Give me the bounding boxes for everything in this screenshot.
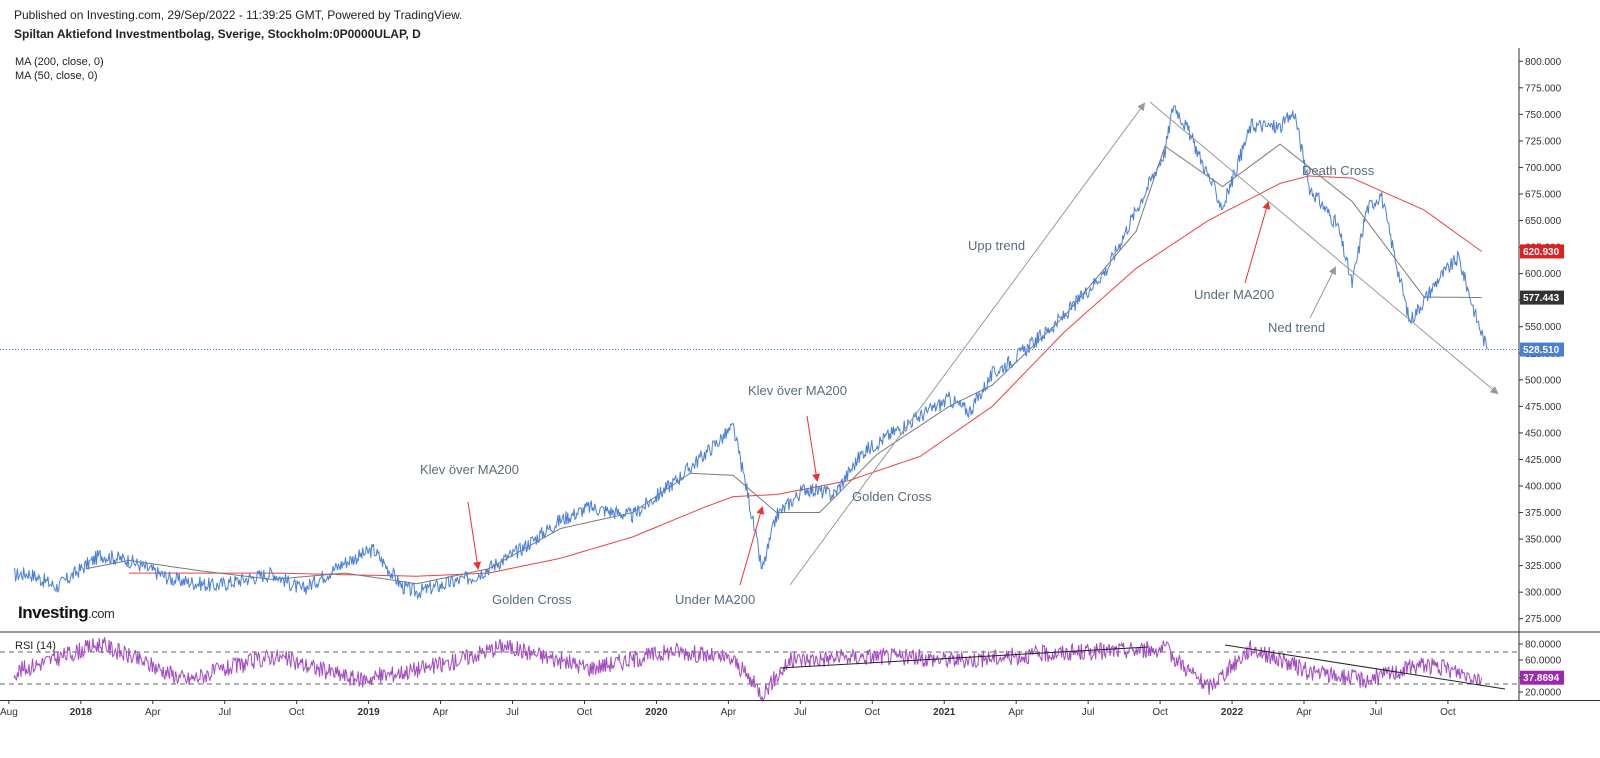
time-tick-label: Aug [0,707,18,718]
annotation-label: Klev över MA200 [748,383,847,398]
ma200-badge: 620.930 [1523,247,1560,258]
annotation-label: Klev över MA200 [420,462,519,477]
price-tick-label: 800.000 [1525,57,1562,68]
time-tick-label: 2022 [1221,707,1244,718]
ma50-badge: 577.443 [1523,293,1560,304]
time-tick-label: Apr [721,707,737,718]
time-tick-label: 2020 [645,707,668,718]
rsi-trend-up [779,646,1149,669]
annotation-label: Under MA200 [1194,287,1274,302]
time-tick-label: Oct [289,707,305,718]
annotation-label: Death Cross [1302,163,1375,178]
time-tick-label: Apr [1008,707,1024,718]
rsi-badge: 37.8694 [1523,673,1560,684]
investing-logo: Investing.com [18,603,115,622]
time-tick-label: Apr [433,707,449,718]
price-tick-label: 275.000 [1525,614,1562,625]
time-tick-label: Oct [865,707,881,718]
ma200-badge-bg [1520,244,1564,259]
annotation-label: Under MA200 [675,592,755,607]
rsi-legend: RSI (14) [15,640,56,652]
time-tick-label: Oct [577,707,593,718]
ma50-badge-bg [1520,290,1564,305]
time-tick-label: Jul [218,707,231,718]
time-tick-label: Jul [506,707,519,718]
time-tick-label: Jul [794,707,807,718]
price-tick-label: 500.000 [1525,375,1562,386]
rsi-badge-bg [1520,670,1564,685]
annotation-label: Ned trend [1268,320,1325,335]
ma50-legend: MA (50, close, 0) [15,70,98,82]
arrow-under-1 [739,506,765,586]
time-tick-label: Apr [145,707,161,718]
price-tick-label: 400.000 [1525,482,1562,493]
price-tick-label: 650.000 [1525,216,1562,227]
price-tick-label: 725.000 [1525,136,1562,147]
time-tick-label: 2018 [70,707,93,718]
price-line [13,105,1488,601]
time-tick-label: 2019 [358,707,381,718]
annotation-layer: Upp trend Death Cross Under MA200 Ned trend… [420,101,1506,690]
price-tick-label: 600.000 [1525,269,1562,280]
arrow-klev-1 [467,501,482,570]
price-tick-label: 550.000 [1525,322,1562,333]
time-tick-label: Apr [1296,707,1312,718]
price-tick-label: 350.000 [1525,535,1562,546]
price-tick-label: 750.000 [1525,110,1562,121]
time-tick-label: 2021 [933,707,956,718]
ma200-line [128,175,1482,577]
uptrend-line [789,102,1146,586]
price-tick-label: 425.000 [1525,455,1562,466]
arrow-ned-trend [1309,266,1336,319]
price-tick-label: 300.000 [1525,588,1562,599]
ma50-line [85,143,1482,585]
rsi-tick-label: 80.0000 [1525,640,1562,651]
series-layer [13,105,1488,703]
rsi-tick-label: 20.0000 [1525,688,1562,699]
time-tick-label: Oct [1152,707,1168,718]
grid-layer [0,349,1519,685]
annotation-label: Upp trend [968,238,1025,253]
arrow-klev-2 [806,415,821,482]
axes-layer: 800.000 775.000 750.000 725.000 700.000 675.0… [0,48,1600,718]
price-tick-label: 675.000 [1525,190,1562,201]
ma200-legend: MA (200, close, 0) [15,56,104,68]
last-price-badge: 528.510 [1523,345,1560,356]
price-tick-label: 375.000 [1525,508,1562,519]
last-price-badge-bg [1520,342,1564,357]
rsi-trend-down [1224,644,1506,690]
price-tick-label: 775.000 [1525,83,1562,94]
downtrend-line [1149,101,1499,395]
instrument-title: Spiltan Aktiefond Investmentbolag, Sveri… [14,27,421,41]
price-tick-label: 475.000 [1525,402,1562,413]
published-caption: Published on Investing.com, 29/Sep/2022 … [14,8,463,22]
price-tick-label: 325.000 [1525,561,1562,572]
rsi-tick-label: 60.0000 [1525,656,1562,667]
time-tick-label: Jul [1370,707,1383,718]
time-tick-label: Oct [1440,707,1456,718]
price-tick-label: 450.000 [1525,428,1562,439]
arrow-under-2 [1244,201,1271,284]
rsi-line [13,637,1483,703]
annotation-label: Golden Cross [852,489,932,504]
price-tick-label: 700.000 [1525,163,1562,174]
time-tick-label: Jul [1082,707,1095,718]
annotation-label: Golden Cross [492,592,572,607]
